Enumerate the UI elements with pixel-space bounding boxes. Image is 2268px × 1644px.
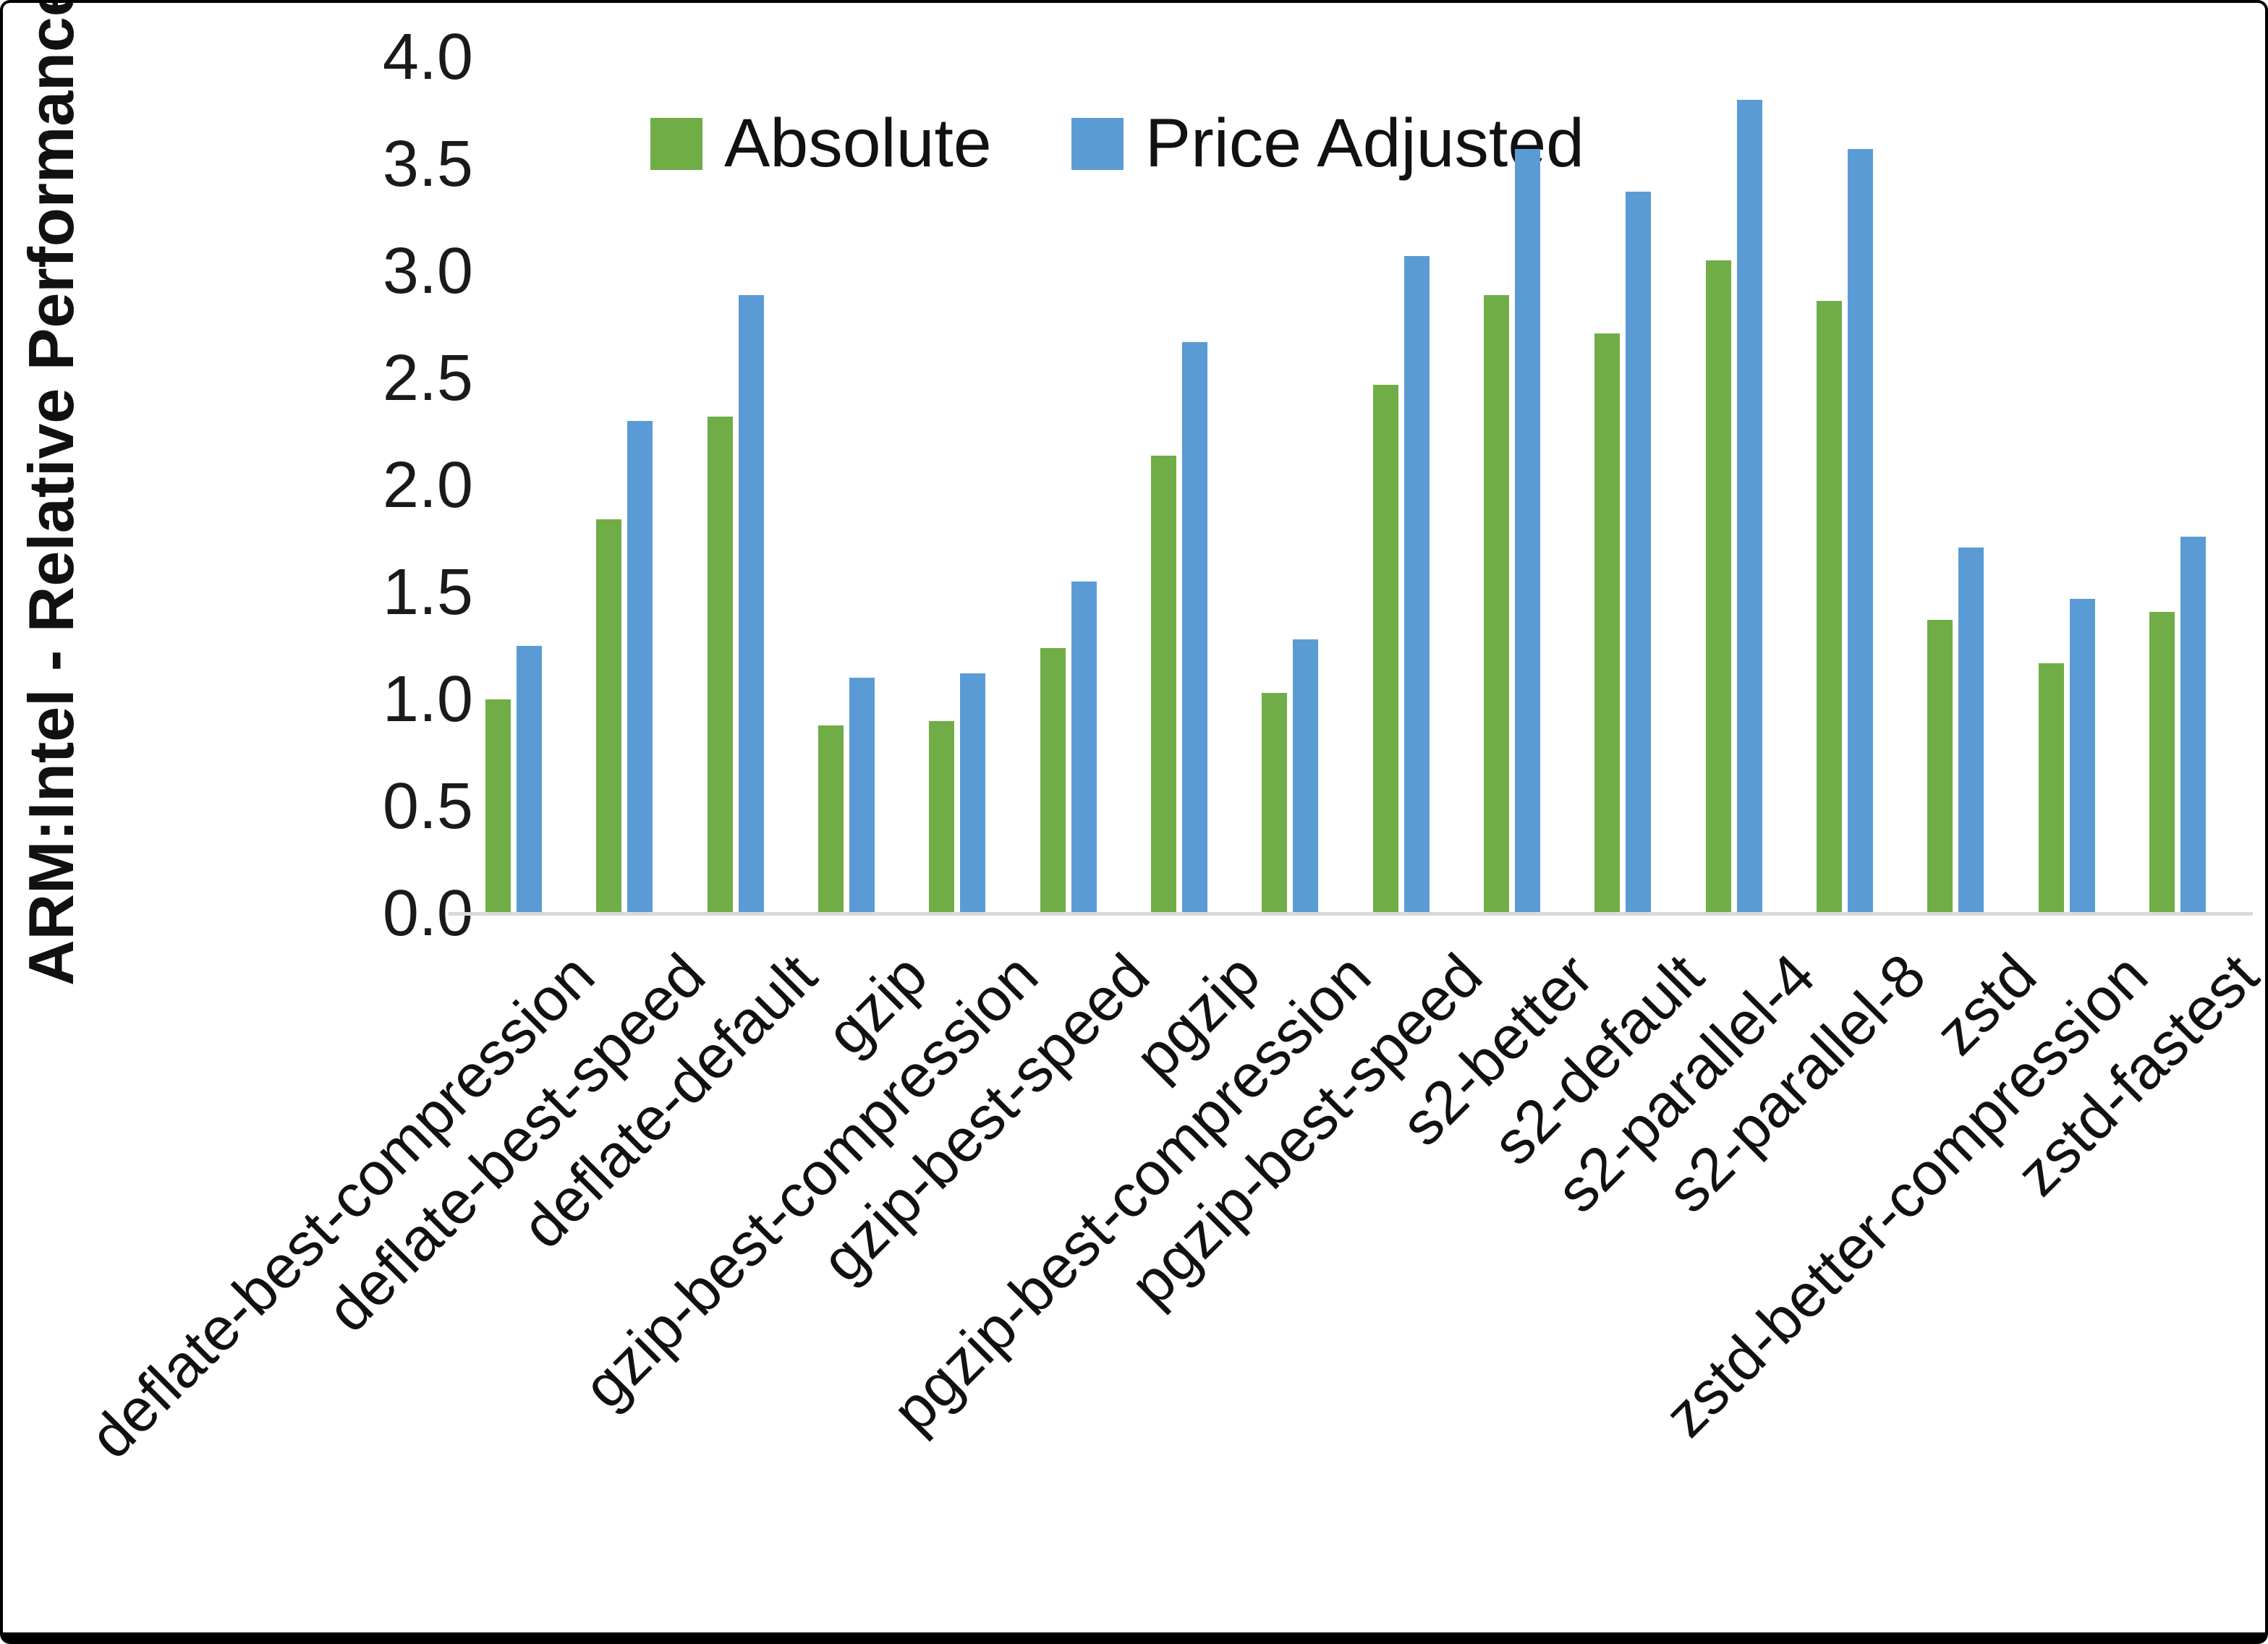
bar-price-adjusted-s2-parallel-4: [1737, 100, 1762, 913]
bar-price-adjusted-gzip-best-speed: [1071, 582, 1097, 913]
bar-price-adjusted-zstd: [1958, 548, 1984, 913]
bar-absolute-deflate-default: [708, 417, 733, 913]
bar-price-adjusted-s2-better: [1515, 149, 1540, 913]
legend: Absolute Price Adjusted: [650, 104, 1584, 183]
bar-absolute-pgzip-best-compression: [1262, 693, 1287, 913]
bar-absolute-gzip-best-compression: [929, 721, 954, 913]
bar-absolute-deflate-best-speed: [596, 519, 621, 913]
bar-absolute-pgzip-best-speed: [1373, 385, 1398, 913]
y-tick-label-1.5: 1.5: [382, 556, 473, 629]
bar-price-adjusted-deflate-best-speed: [627, 421, 653, 913]
x-axis-line: [449, 912, 2253, 916]
bar-absolute-zstd-fastest: [2149, 612, 2175, 913]
y-tick-label-2.0: 2.0: [382, 449, 473, 521]
bar-price-adjusted-deflate-default: [739, 295, 764, 913]
y-tick-label-2.5: 2.5: [382, 342, 473, 414]
price-adjusted-swatch-icon: [1071, 117, 1124, 170]
y-tick-label-0.5: 0.5: [382, 770, 473, 843]
bar-absolute-s2-parallel-8: [1817, 301, 1842, 913]
bar-price-adjusted-pgzip-best-speed: [1404, 256, 1430, 913]
bar-absolute-pgzip: [1151, 456, 1176, 913]
bar-price-adjusted-pgzip: [1182, 342, 1207, 913]
bar-price-adjusted-zstd-fastest: [2180, 537, 2206, 913]
bar-absolute-s2-default: [1594, 333, 1620, 913]
bar-absolute-gzip-best-speed: [1040, 648, 1066, 913]
bar-absolute-deflate-best-compression: [485, 699, 511, 913]
y-tick-label-3.5: 3.5: [382, 128, 473, 200]
bar-absolute-zstd: [1927, 620, 1953, 913]
legend-label-price-adjusted: Price Adjusted: [1144, 105, 1584, 182]
legend-item-absolute: Absolute: [650, 104, 992, 183]
legend-item-price-adjusted: Price Adjusted: [1071, 104, 1584, 183]
y-tick-label-0.0: 0.0: [382, 877, 473, 950]
y-axis-title: ARM:Intel - Relative Performance: [15, 0, 87, 987]
bar-price-adjusted-s2-parallel-8: [1848, 149, 1873, 913]
bar-absolute-s2-parallel-4: [1706, 260, 1731, 913]
absolute-swatch-icon: [650, 117, 702, 170]
bar-price-adjusted-deflate-best-compression: [517, 646, 542, 913]
bar-absolute-s2-better: [1484, 295, 1509, 913]
y-tick-label-4.0: 4.0: [382, 21, 473, 93]
bar-absolute-zstd-better-compression: [2039, 663, 2064, 913]
y-tick-label-1.0: 1.0: [382, 663, 473, 736]
bar-price-adjusted-gzip-best-compression: [960, 673, 985, 913]
bar-price-adjusted-s2-default: [1626, 192, 1651, 913]
bar-price-adjusted-zstd-better-compression: [2070, 599, 2095, 913]
bar-price-adjusted-gzip: [849, 678, 875, 913]
bar-absolute-gzip: [818, 725, 844, 913]
bar-price-adjusted-pgzip-best-compression: [1293, 639, 1318, 913]
legend-label-absolute: Absolute: [724, 105, 992, 182]
y-tick-label-3.0: 3.0: [382, 235, 473, 307]
